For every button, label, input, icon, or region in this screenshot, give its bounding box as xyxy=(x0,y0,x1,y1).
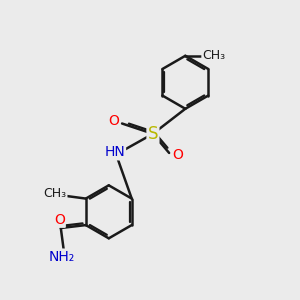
Text: CH₃: CH₃ xyxy=(202,49,226,62)
Text: O: O xyxy=(54,213,65,227)
Text: HN: HN xyxy=(104,146,125,159)
Text: NH₂: NH₂ xyxy=(49,250,75,264)
Text: S: S xyxy=(148,125,158,143)
Text: O: O xyxy=(172,148,183,162)
Text: CH₃: CH₃ xyxy=(43,187,67,200)
Text: O: O xyxy=(108,114,119,128)
